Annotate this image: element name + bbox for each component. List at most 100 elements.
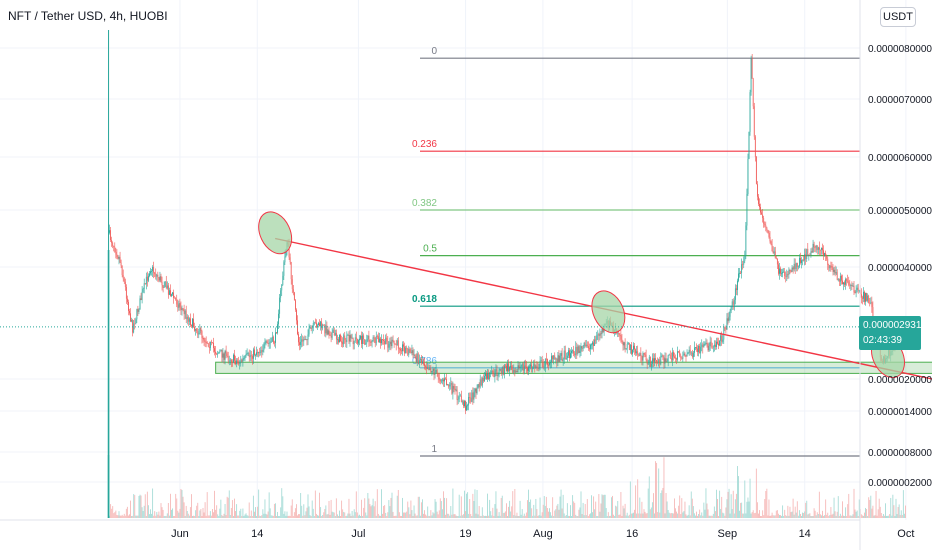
volume-bar — [192, 515, 193, 518]
volume-bar — [637, 479, 639, 518]
volume-bar — [305, 511, 307, 518]
candle-up — [434, 372, 436, 375]
candle-down — [757, 184, 758, 197]
candle-down — [267, 343, 269, 344]
volume-bar — [258, 489, 260, 518]
volume-bar — [665, 492, 667, 518]
candle-up — [327, 330, 329, 335]
candle-up — [343, 335, 345, 345]
candle-down — [237, 360, 239, 362]
candle-down — [857, 287, 859, 291]
candle-up — [334, 332, 336, 336]
candle-up — [375, 335, 377, 344]
volume-bar — [481, 507, 483, 518]
volume-bar — [502, 512, 504, 518]
volume-bar — [848, 493, 850, 518]
volume-bar — [865, 507, 866, 518]
candle-down — [454, 388, 456, 391]
volume-bar — [110, 504, 112, 518]
volume-bar — [857, 515, 859, 518]
candle-down — [820, 249, 821, 251]
volume-bar — [493, 515, 495, 518]
volume-bar — [755, 468, 757, 518]
price-axis-label: 0.0000050000 — [868, 206, 932, 217]
volume-bar — [561, 508, 563, 518]
candle-up — [309, 327, 311, 329]
volume-bar — [896, 514, 898, 518]
volume-bar — [135, 515, 137, 518]
candle-down — [721, 335, 723, 342]
volume-bar — [747, 497, 749, 518]
candle-down — [394, 343, 396, 345]
candle-up — [481, 377, 483, 386]
volume-bar — [546, 508, 548, 518]
candle-down — [643, 353, 645, 355]
volume-bar — [781, 515, 782, 518]
candle-up — [577, 346, 579, 354]
candle-up — [666, 361, 668, 363]
candle-up — [806, 248, 808, 260]
volume-bar — [203, 512, 205, 518]
volume-bar — [466, 493, 467, 518]
volume-bar — [353, 509, 355, 518]
candle-down — [846, 279, 848, 281]
volume-bar — [225, 515, 227, 518]
volume-bar — [160, 503, 162, 518]
volume-bar — [344, 512, 346, 518]
volume-bar — [403, 512, 404, 518]
volume-bar — [884, 515, 885, 518]
volume-bar — [145, 515, 147, 518]
volume-bar — [286, 511, 288, 518]
volume-bar — [347, 513, 349, 518]
candle-down — [340, 334, 341, 342]
volume-bar — [676, 511, 677, 518]
volume-bar — [779, 515, 780, 518]
volume-bar — [208, 515, 210, 518]
volume-bar — [675, 508, 676, 518]
time-axis-label: Aug — [533, 528, 553, 540]
candle-down — [508, 363, 509, 371]
candle-down — [762, 214, 764, 219]
volume-bar — [611, 497, 612, 518]
volume-bar — [527, 500, 528, 518]
volume-bar — [308, 506, 310, 518]
volume-bar — [835, 515, 837, 518]
currency-button[interactable]: USDT — [880, 7, 916, 27]
volume-bar — [577, 516, 579, 518]
candle-up — [592, 342, 593, 345]
volume-bar — [901, 515, 903, 518]
volume-bar — [306, 507, 308, 518]
candle-down — [685, 355, 687, 357]
candle-up — [156, 274, 158, 277]
candle-up — [444, 378, 445, 382]
candle-down — [871, 302, 873, 308]
volume-bar — [537, 515, 539, 518]
volume-bar — [863, 515, 864, 518]
volume-bar — [639, 497, 641, 518]
candle-down — [316, 322, 317, 328]
time-axis-label: 16 — [626, 528, 638, 540]
candle-up — [440, 380, 442, 382]
volume-bar — [215, 509, 217, 518]
candle-up — [371, 341, 373, 343]
candle-down — [460, 395, 462, 402]
candle-up — [647, 363, 649, 365]
volume-bar — [647, 488, 649, 518]
volume-bar — [482, 515, 484, 518]
candle-up — [625, 348, 627, 350]
candle-up — [716, 341, 717, 347]
volume-bar — [216, 505, 218, 518]
volume-bar — [743, 513, 745, 518]
volume-bar — [887, 515, 889, 518]
volume-bar — [205, 515, 207, 518]
volume-bar — [602, 495, 604, 518]
volume-bar — [656, 462, 658, 518]
candle-up — [133, 323, 135, 333]
candle-up — [539, 360, 541, 368]
volume-bar — [441, 509, 443, 518]
volume-bar — [750, 513, 752, 518]
volume-bar — [873, 515, 875, 518]
candle-up — [682, 355, 684, 359]
